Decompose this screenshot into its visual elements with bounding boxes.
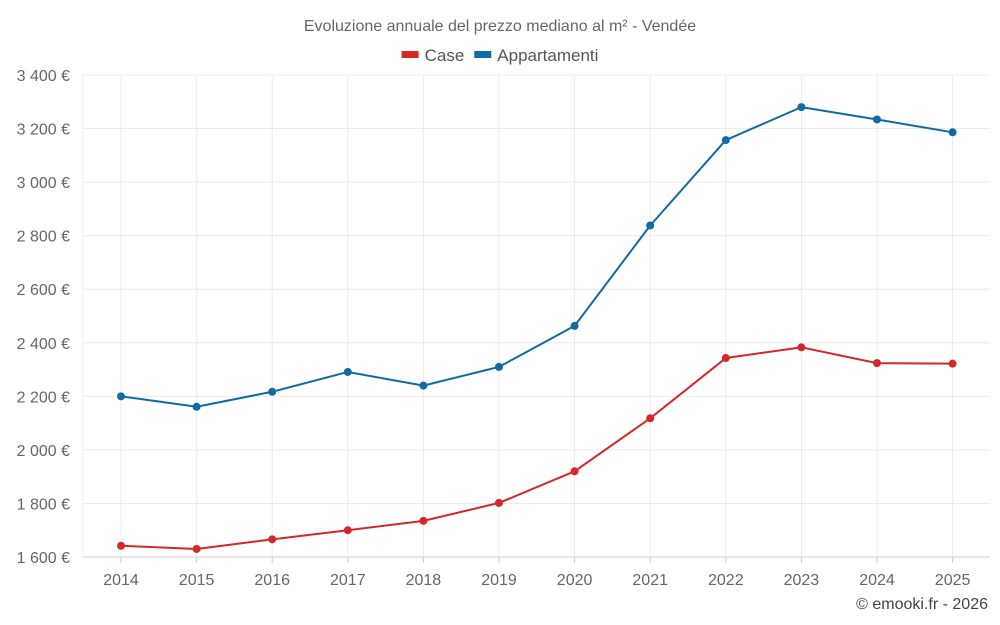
data-point-case[interactable] xyxy=(343,526,352,535)
y-tick-label: 2 400 € xyxy=(17,336,70,353)
y-tick-label: 3 000 € xyxy=(17,175,70,192)
legend-item-appartamenti[interactable]: Appartamenti xyxy=(474,46,598,65)
series-line-case xyxy=(120,346,953,550)
x-tick-label: 2017 xyxy=(330,572,366,589)
data-point-appartamenti[interactable] xyxy=(797,103,806,112)
x-tick-label: 2016 xyxy=(254,572,290,589)
x-gridlines xyxy=(82,75,954,557)
y-gridlines xyxy=(83,74,990,558)
chart-series xyxy=(117,103,957,553)
x-tick-label: 2015 xyxy=(179,572,215,589)
series-line-appartamenti xyxy=(120,106,953,408)
data-point-case[interactable] xyxy=(117,541,125,550)
data-point-case[interactable] xyxy=(873,359,881,368)
data-point-appartamenti[interactable] xyxy=(192,402,201,411)
legend-swatch xyxy=(474,51,492,58)
series-appartamenti xyxy=(117,103,957,411)
y-tick-label: 1 600 € xyxy=(17,550,70,567)
data-point-appartamenti[interactable] xyxy=(268,387,277,396)
y-tick-label: 1 800 € xyxy=(17,496,70,513)
x-tick-label: 2024 xyxy=(859,572,895,589)
y-axis-ticks: 1 600 € 1 800 € 2 000 € 2 200 € 2 400 € 2 600… xyxy=(17,68,70,567)
x-tick-label: 2022 xyxy=(708,572,744,589)
x-tick-label: 2020 xyxy=(557,572,593,589)
data-point-appartamenti[interactable] xyxy=(495,362,503,371)
data-point-case[interactable] xyxy=(192,544,201,553)
x-tick-label: 2019 xyxy=(481,572,517,589)
data-point-appartamenti[interactable] xyxy=(721,136,730,145)
data-point-appartamenti[interactable] xyxy=(117,392,125,401)
legend-label: Appartamenti xyxy=(497,46,598,65)
data-point-case[interactable] xyxy=(721,354,730,363)
data-point-appartamenti[interactable] xyxy=(343,367,352,376)
y-tick-label: 3 200 € xyxy=(17,122,70,139)
chart-title: Evoluzione annuale del prezzo mediano al… xyxy=(304,18,696,35)
x-tick-label: 2023 xyxy=(784,572,820,589)
chart-credit: © emooki.fr - 2026 xyxy=(856,596,988,613)
x-tick-label: 2014 xyxy=(103,572,139,589)
data-point-appartamenti[interactable] xyxy=(646,221,655,230)
x-tick-label: 2021 xyxy=(632,572,668,589)
y-tick-label: 2 000 € xyxy=(17,443,70,460)
x-axis-ticks: 2014 2015 2016 2017 2018 2019 2020 2021 2022 2023… xyxy=(103,557,970,589)
data-point-case[interactable] xyxy=(570,467,579,476)
data-point-appartamenti[interactable] xyxy=(948,128,957,137)
data-point-case[interactable] xyxy=(419,516,428,525)
data-point-appartamenti[interactable] xyxy=(570,321,579,330)
series-case xyxy=(117,343,957,553)
chart-legend: Case Appartamenti xyxy=(401,46,598,65)
y-tick-label: 2 600 € xyxy=(17,282,70,299)
data-point-appartamenti[interactable] xyxy=(419,381,428,390)
data-point-case[interactable] xyxy=(495,498,503,507)
x-tick-label: 2018 xyxy=(406,572,442,589)
y-tick-label: 2 200 € xyxy=(17,389,70,406)
data-point-appartamenti[interactable] xyxy=(873,115,881,124)
y-tick-label: 2 800 € xyxy=(17,229,70,246)
data-point-case[interactable] xyxy=(646,414,655,423)
legend-label: Case xyxy=(425,46,465,65)
data-point-case[interactable] xyxy=(948,359,957,368)
y-tick-label: 3 400 € xyxy=(17,68,70,85)
data-point-case[interactable] xyxy=(797,343,806,352)
legend-swatch xyxy=(401,51,419,58)
x-tick-label: 2025 xyxy=(935,572,971,589)
data-point-case[interactable] xyxy=(268,535,277,544)
legend-item-case[interactable]: Case xyxy=(401,46,465,65)
